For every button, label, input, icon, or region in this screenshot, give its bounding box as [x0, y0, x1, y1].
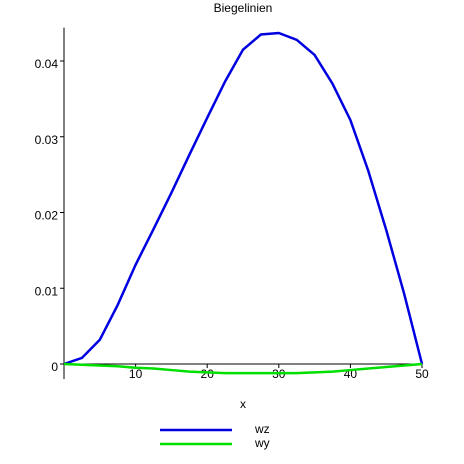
legend-label: wz — [254, 422, 270, 436]
chart-title: Biegelinien — [214, 1, 273, 15]
y-tick-label: 0.04 — [35, 57, 59, 71]
y-tick-label: 0 — [51, 360, 58, 374]
x-tick-label: 10 — [129, 367, 143, 381]
y-tick-label: 0.02 — [35, 209, 59, 223]
legend-label: wy — [254, 436, 270, 450]
series-line — [63, 31, 424, 366]
x-tick-label: 50 — [415, 367, 429, 381]
series-line — [63, 362, 423, 375]
y-tick-label: 0.01 — [35, 284, 59, 298]
y-tick-label: 0.03 — [35, 133, 59, 147]
x-axis-label: x — [240, 397, 246, 411]
x-tick-label: 20 — [201, 367, 215, 381]
